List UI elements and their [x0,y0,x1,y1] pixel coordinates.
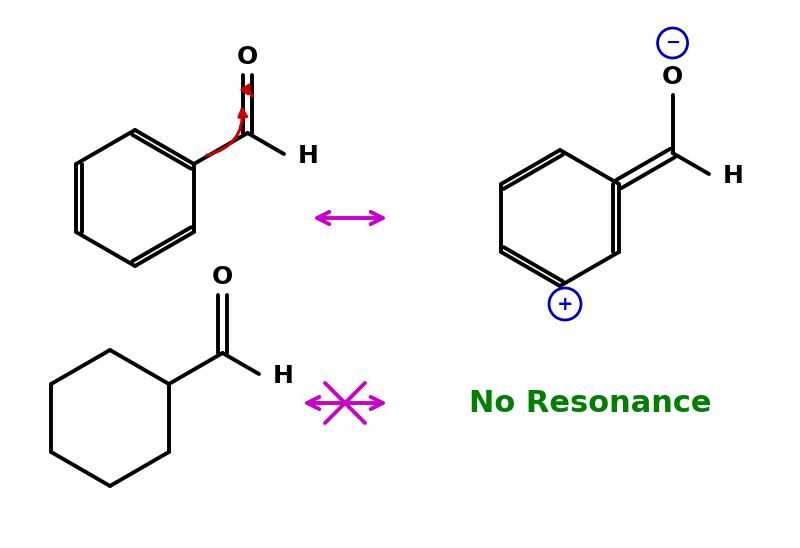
Text: H: H [723,164,744,188]
FancyArrowPatch shape [242,85,253,96]
Text: +: + [557,294,574,313]
Text: H: H [298,144,319,168]
Text: No Resonance: No Resonance [469,389,711,418]
Text: O: O [212,265,234,289]
Text: O: O [237,45,258,69]
Text: −: − [665,34,680,52]
FancyArrowPatch shape [206,109,246,155]
Text: H: H [273,364,294,388]
Text: O: O [662,65,683,89]
